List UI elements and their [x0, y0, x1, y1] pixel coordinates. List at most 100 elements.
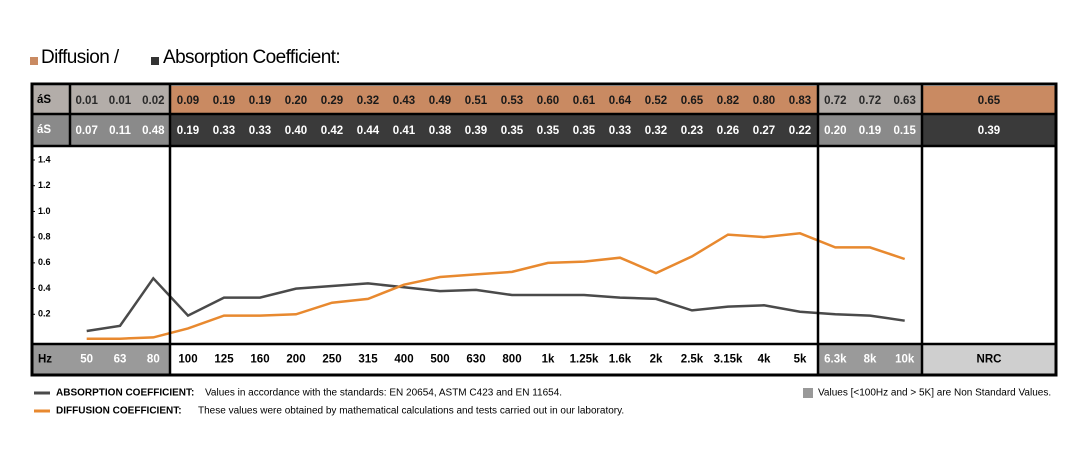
value-label: 0.72: [824, 95, 846, 107]
x-tick-label: 800: [502, 354, 521, 366]
y-tick-label: 1.0: [38, 206, 51, 216]
row-bg: [170, 114, 818, 146]
x-tick-label: 50: [80, 354, 93, 366]
hz-bg: [818, 344, 922, 375]
y-tick-label: 0.2: [38, 309, 51, 319]
value-label: 0.20: [285, 95, 307, 107]
nrc-value: 0.65: [978, 95, 1001, 107]
x-tick-label: 2k: [650, 354, 663, 366]
value-label: 0.35: [501, 125, 524, 137]
x-tick-label: 160: [250, 354, 269, 366]
value-label: 0.44: [357, 125, 380, 137]
value-label: 0.15: [893, 125, 916, 137]
legend-swatch: [30, 57, 38, 65]
value-label: 0.09: [177, 95, 199, 107]
value-label: 0.72: [859, 95, 881, 107]
value-label: 0.48: [142, 125, 165, 137]
x-tick-label: 3.15k: [714, 354, 743, 366]
note-text: Values in accordance with the standards:…: [205, 388, 562, 399]
value-label: 0.61: [573, 95, 596, 107]
value-label: 0.27: [753, 125, 775, 137]
legend-swatch: [151, 57, 159, 65]
value-label: 0.22: [789, 125, 811, 137]
value-label: 0.65: [681, 95, 704, 107]
value-label: 0.82: [717, 95, 739, 107]
x-tick-label: 5k: [794, 354, 807, 366]
legend-label: Absorption Coefficient:: [163, 47, 340, 68]
value-label: 0.33: [213, 125, 235, 137]
value-label: 0.26: [717, 125, 739, 137]
value-label: 0.41: [393, 125, 416, 137]
value-label: 0.35: [537, 125, 560, 137]
x-tick-label: 1.25k: [570, 354, 599, 366]
value-label: 0.52: [645, 95, 667, 107]
row-bg: [818, 86, 922, 114]
value-label: 0.19: [213, 95, 235, 107]
x-tick-label: 8k: [864, 354, 877, 366]
x-tick-label: 80: [147, 354, 160, 366]
value-label: 0.83: [789, 95, 811, 107]
x-tick-label: 250: [322, 354, 341, 366]
value-label: 0.20: [824, 125, 846, 137]
hz-bg: [32, 344, 170, 375]
y-tick-label: 0.8: [38, 232, 51, 242]
x-tick-label: 6.3k: [824, 354, 847, 366]
value-label: 0.63: [893, 95, 915, 107]
series-line: [86, 276, 905, 333]
value-label: 0.40: [285, 125, 307, 137]
value-label: 0.60: [537, 95, 559, 107]
row-bg: [922, 114, 1056, 146]
frame-border: [30, 82, 1058, 377]
value-label: 0.19: [177, 125, 199, 137]
value-label: 0.02: [142, 95, 164, 107]
x-tick-label: 500: [430, 354, 449, 366]
value-label: 0.19: [859, 125, 881, 137]
row-label: áS: [37, 94, 51, 106]
value-label: 0.35: [573, 125, 596, 137]
value-label: 0.32: [357, 95, 379, 107]
value-label: 0.23: [681, 125, 703, 137]
y-tick-label: 1.4: [38, 154, 51, 164]
nrc-value: 0.39: [978, 125, 1000, 137]
y-tick-label: 0.4: [38, 283, 51, 293]
note-text: Values [<100Hz and > 5K] are Non Standar…: [818, 388, 1051, 399]
value-label: 0.01: [109, 95, 132, 107]
value-label: 0.19: [249, 95, 271, 107]
x-tick-label: 100: [178, 354, 197, 366]
x-tick-label: 1.6k: [609, 354, 632, 366]
x-tick-label: 2.5k: [681, 354, 704, 366]
row-bg: [32, 86, 70, 114]
y-tick-label: 1.2: [38, 180, 51, 190]
note-title: ABSORPTION COEFFICIENT:: [56, 388, 194, 399]
note-text: These values were obtained by mathematic…: [198, 406, 624, 417]
x-tick-label: 400: [394, 354, 413, 366]
value-label: 0.38: [429, 125, 452, 137]
value-label: 0.33: [249, 125, 271, 137]
row-bg: [818, 114, 922, 146]
series-line: [86, 232, 906, 340]
row-bg: [70, 114, 170, 146]
x-tick-label: 200: [286, 354, 305, 366]
value-label: 0.49: [429, 95, 451, 107]
row-bg: [70, 86, 170, 114]
value-label: 0.32: [645, 125, 667, 137]
value-label: 0.39: [465, 125, 487, 137]
x-tick-label: 4k: [758, 354, 771, 366]
value-label: 0.80: [753, 95, 775, 107]
value-label: 0.51: [465, 95, 488, 107]
legend-label: Diffusion /: [41, 47, 120, 68]
row-bg: [170, 86, 818, 114]
value-label: 0.53: [501, 95, 523, 107]
hz-label: Hz: [38, 354, 52, 366]
x-tick-label: 63: [114, 354, 127, 366]
row-bg: [922, 86, 1056, 114]
value-label: 0.01: [75, 95, 98, 107]
value-label: 0.07: [75, 125, 97, 137]
value-label: 0.33: [609, 125, 631, 137]
x-tick-label: 10k: [895, 354, 915, 366]
value-label: 0.11: [109, 125, 131, 137]
x-tick-label: 315: [358, 354, 378, 366]
x-tick-label: 630: [466, 354, 485, 366]
